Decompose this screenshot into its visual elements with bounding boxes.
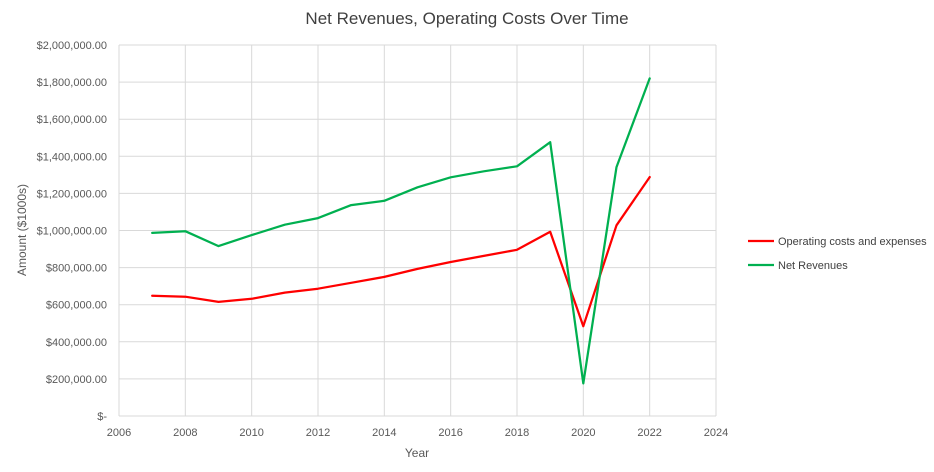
y-axis-title: Amount ($1000s) xyxy=(15,184,29,276)
series-line-1 xyxy=(151,77,651,385)
y-tick-label: $1,000,000.00 xyxy=(37,226,107,238)
y-tick-label: $1,600,000.00 xyxy=(37,114,107,126)
chart-title: Net Revenues, Operating Costs Over Time xyxy=(305,9,628,28)
y-tick-label: $1,800,000.00 xyxy=(37,77,107,89)
series-lines xyxy=(151,77,651,385)
x-axis-ticks: 2006 2008 2010 2012 2014 2016 2018 2020 2022 2024 xyxy=(107,427,728,439)
legend-label: Net Revenues xyxy=(778,260,848,272)
y-tick-label: $200,000.00 xyxy=(46,374,107,386)
y-tick-label: $2,000,000.00 xyxy=(37,40,107,52)
x-tick-label: 2006 xyxy=(107,427,131,439)
x-tick-label: 2014 xyxy=(372,427,396,439)
x-tick-label: 2022 xyxy=(637,427,661,439)
x-tick-label: 2012 xyxy=(306,427,330,439)
y-tick-label: $1,200,000.00 xyxy=(37,188,107,200)
x-tick-label: 2008 xyxy=(173,427,197,439)
x-axis-title: Year xyxy=(405,446,429,460)
x-tick-label: 2010 xyxy=(239,427,263,439)
x-tick-label: 2020 xyxy=(571,427,595,439)
legend-label: Operating costs and expenses xyxy=(778,236,927,248)
y-axis-ticks: $- $200,000.00 $400,000.00 $600,000.00 $800,… xyxy=(37,40,108,423)
y-tick-label: $1,400,000.00 xyxy=(37,151,107,163)
y-tick-label: $- xyxy=(97,411,107,423)
y-tick-label: $600,000.00 xyxy=(46,300,107,312)
x-tick-label: 2024 xyxy=(704,427,728,439)
gridlines xyxy=(118,44,717,417)
y-tick-label: $400,000.00 xyxy=(46,337,107,349)
legend: Operating costs and expenses Net Revenues xyxy=(748,236,927,272)
x-tick-label: 2016 xyxy=(438,427,462,439)
series-line-0 xyxy=(151,175,651,328)
y-tick-label: $800,000.00 xyxy=(46,263,107,275)
x-tick-label: 2018 xyxy=(505,427,529,439)
